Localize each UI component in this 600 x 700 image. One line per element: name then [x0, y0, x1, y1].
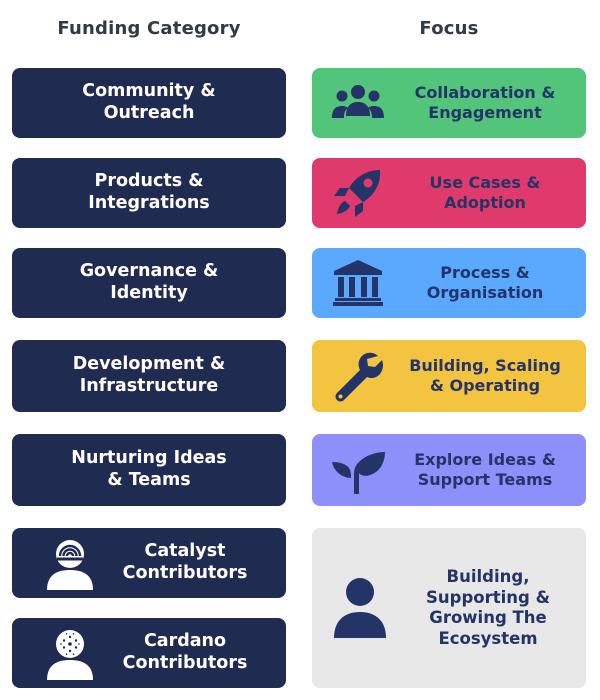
- cardano-person-icon: [42, 623, 98, 683]
- catalyst-person-icon: [42, 533, 98, 593]
- wrench-icon: [330, 348, 386, 404]
- sprout-icon: [330, 442, 386, 498]
- category-label: Nurturing Ideas & Teams: [71, 448, 227, 490]
- people-group-icon: [330, 75, 386, 131]
- institution-building-icon: [330, 255, 386, 311]
- person-icon: [330, 576, 390, 640]
- category-label: Community & Outreach: [82, 81, 216, 123]
- category-community-outreach: Community & Outreach: [12, 68, 286, 138]
- category-products-integrations: Products & Integrations: [12, 158, 286, 228]
- focus-label: Process & Organisation: [426, 263, 544, 302]
- focus-building-supporting-growing-ecosystem: Building, Supporting & Growing The Ecosy…: [312, 528, 586, 688]
- category-cardano-contributors: Cardano Contributors: [12, 618, 286, 688]
- focus-header: Focus: [419, 18, 479, 39]
- category-label: Cardano Contributors: [122, 631, 248, 673]
- category-label: Governance & Identity: [79, 261, 219, 303]
- focus-label: Use Cases & Adoption: [429, 173, 541, 212]
- focus-process-organisation: Process & Organisation: [312, 248, 586, 318]
- category-label: Development & Infrastructure: [72, 354, 226, 396]
- focus-use-cases-adoption: Use Cases & Adoption: [312, 158, 586, 228]
- category-development-infrastructure: Development & Infrastructure: [12, 340, 286, 412]
- focus-label: Explore Ideas & Support Teams: [414, 450, 556, 489]
- focus-label: Collaboration & Engagement: [414, 83, 556, 122]
- focus-explore-ideas-support-teams: Explore Ideas & Support Teams: [312, 434, 586, 506]
- category-governance-identity: Governance & Identity: [12, 248, 286, 318]
- focus-collaboration-engagement: Collaboration & Engagement: [312, 68, 586, 138]
- category-label: Catalyst Contributors: [122, 541, 248, 583]
- funding-category-header: Funding Category: [57, 18, 241, 39]
- rocket-icon: [330, 165, 386, 221]
- focus-label: Building, Scaling & Operating: [409, 356, 561, 395]
- category-label: Products & Integrations: [88, 171, 210, 213]
- category-catalyst-contributors: Catalyst Contributors: [12, 528, 286, 598]
- category-nurturing-ideas-teams: Nurturing Ideas & Teams: [12, 434, 286, 506]
- focus-building-scaling-operating: Building, Scaling & Operating: [312, 340, 586, 412]
- focus-label: Building, Supporting & Growing The Ecosy…: [426, 566, 550, 648]
